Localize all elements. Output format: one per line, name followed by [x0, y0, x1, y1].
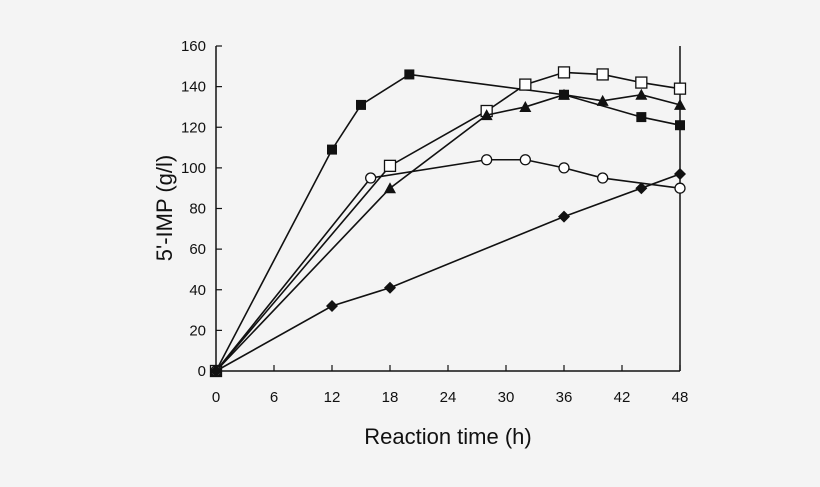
data-point-open-square	[635, 76, 648, 89]
y-tick-label: 80	[189, 201, 206, 218]
series-open-circle	[210, 154, 686, 377]
data-point-open-circle	[674, 182, 686, 194]
series-line	[215, 158, 681, 372]
data-point-filled-square	[404, 69, 415, 80]
data-point-filled-triangle	[384, 182, 396, 194]
y-tick-label: 60	[189, 241, 206, 258]
series-line	[215, 173, 681, 372]
x-tick-label: 0	[212, 389, 220, 406]
data-point-open-square	[383, 159, 397, 172]
x-tick-label: 48	[672, 389, 689, 406]
data-point-filled-diamond	[326, 300, 338, 312]
data-point-open-circle	[558, 162, 570, 174]
y-tick-label: 0	[198, 363, 206, 380]
data-point-filled-square	[675, 120, 685, 131]
x-tick-label: 6	[270, 389, 278, 406]
y-tick-label: 40	[189, 282, 206, 299]
data-point-open-square	[673, 82, 687, 95]
data-point-filled-square	[636, 112, 647, 123]
series-filled-square	[211, 69, 685, 376]
data-point-open-square	[519, 78, 532, 91]
data-point-filled-triangle	[558, 88, 570, 100]
y-axis-label: 5'-IMP (g/l)	[152, 155, 177, 261]
x-tick-label: 24	[440, 389, 457, 406]
x-axis-label: Reaction time (h)	[364, 424, 532, 449]
y-tick-label: 160	[181, 38, 206, 55]
data-point-open-circle	[597, 172, 609, 184]
y-tick-label: 20	[189, 322, 206, 339]
data-point-filled-square	[356, 99, 366, 110]
series-open-square	[209, 66, 687, 378]
data-point-filled-triangle	[596, 94, 609, 106]
series-line	[215, 93, 681, 372]
x-tick-label: 12	[324, 389, 341, 406]
axes	[215, 45, 681, 372]
series-filled-diamond	[210, 167, 686, 377]
y-tick-label: 100	[181, 160, 206, 177]
tick-labels: 0 20 40 60 80 100 120 140 160 0 6 12 18 24 30 36 42 48	[181, 38, 688, 406]
data-point-open-circle	[365, 172, 377, 184]
data-point-filled-triangle	[635, 88, 648, 100]
x-tick-label: 18	[382, 389, 399, 406]
series-filled-triangle	[210, 88, 686, 376]
data-point-filled-diamond	[558, 210, 570, 223]
series-group	[209, 66, 687, 378]
data-point-filled-diamond	[210, 365, 222, 377]
x-tick-label: 42	[614, 389, 631, 406]
data-point-open-square	[596, 68, 609, 81]
data-point-filled-triangle	[480, 109, 493, 121]
series-line	[215, 71, 681, 372]
data-point-open-circle	[481, 154, 493, 166]
data-point-open-square	[557, 66, 571, 79]
data-point-filled-triangle	[674, 98, 686, 110]
x-tick-label: 36	[556, 389, 573, 406]
series-line	[215, 73, 681, 372]
data-point-open-circle	[519, 154, 531, 166]
data-point-filled-square	[327, 144, 337, 155]
y-tick-label: 120	[181, 119, 206, 136]
data-point-filled-diamond	[384, 281, 396, 294]
data-point-filled-diamond	[674, 167, 686, 180]
data-point-filled-triangle	[519, 100, 532, 112]
y-tick-label: 140	[181, 79, 206, 96]
data-point-filled-diamond	[635, 182, 648, 195]
x-tick-label: 30	[498, 389, 515, 406]
